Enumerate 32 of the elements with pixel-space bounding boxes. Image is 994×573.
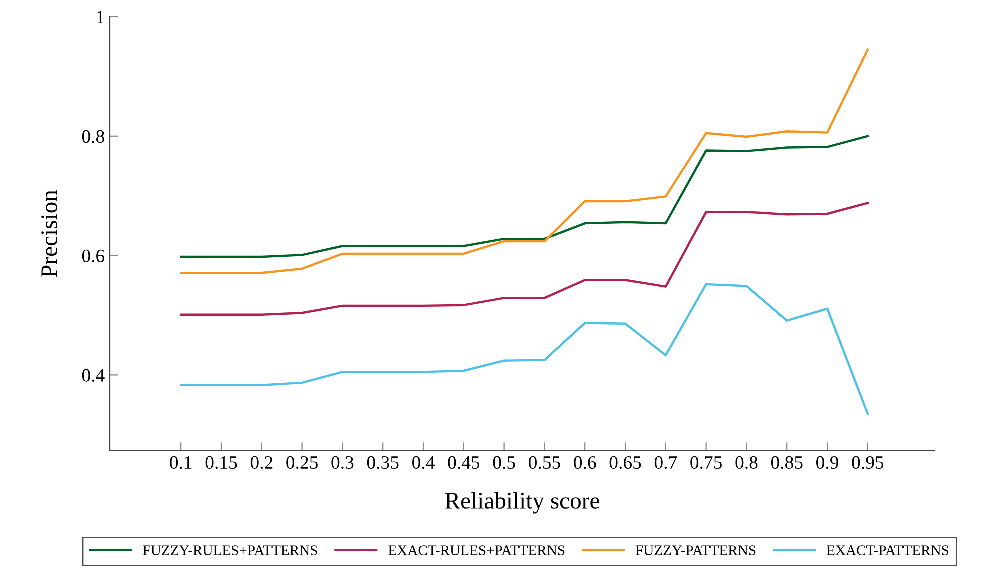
- x-tick-label: 0.1: [170, 456, 192, 470]
- x-tick-label: 0.55: [529, 456, 560, 470]
- x-tick-label: 0.2: [250, 456, 273, 470]
- x-tick-label: 0.65: [610, 456, 642, 470]
- line-series: [180, 283, 870, 416]
- x-tick-label: 0.5: [493, 456, 516, 470]
- y-tick-label: 0.4: [82, 369, 105, 382]
- legend-label: EXACT-RULES+PATTERNS: [388, 546, 565, 556]
- y-tick-label: 1: [97, 11, 104, 24]
- x-tick-label: 0.9: [816, 456, 838, 470]
- x-tick-label: 0.35: [367, 456, 399, 470]
- x-tick-label: 0.4: [412, 456, 435, 470]
- line-series: [180, 202, 870, 316]
- x-tick-label: 0.25: [286, 456, 318, 470]
- x-tick-label: 0.6: [574, 456, 596, 470]
- x-tick-label: 0.75: [690, 456, 722, 470]
- x-tick-label: 0.85: [771, 456, 803, 470]
- legend-label: FUZZY-RULES+PATTERNS: [143, 546, 318, 556]
- y-tick-label: 0.6: [82, 250, 105, 263]
- legend-label: FUZZY-PATTERNS: [636, 546, 756, 556]
- x-tick-label: 0.8: [736, 456, 758, 470]
- x-tick-label: 0.95: [852, 456, 884, 470]
- line-series: [180, 48, 870, 274]
- x-tick-label: 0.45: [448, 456, 480, 470]
- legend-label: EXACT-PATTERNS: [826, 546, 949, 556]
- x-axis-title: Reliability score: [445, 492, 600, 514]
- x-tick-label: 0.15: [206, 456, 238, 470]
- x-tick-label: 0.7: [654, 456, 678, 470]
- y-axis-title: Precision: [42, 190, 58, 278]
- y-tick-label: 0.8: [82, 130, 104, 144]
- line-series: [180, 135, 870, 258]
- x-tick-label: 0.3: [332, 456, 354, 470]
